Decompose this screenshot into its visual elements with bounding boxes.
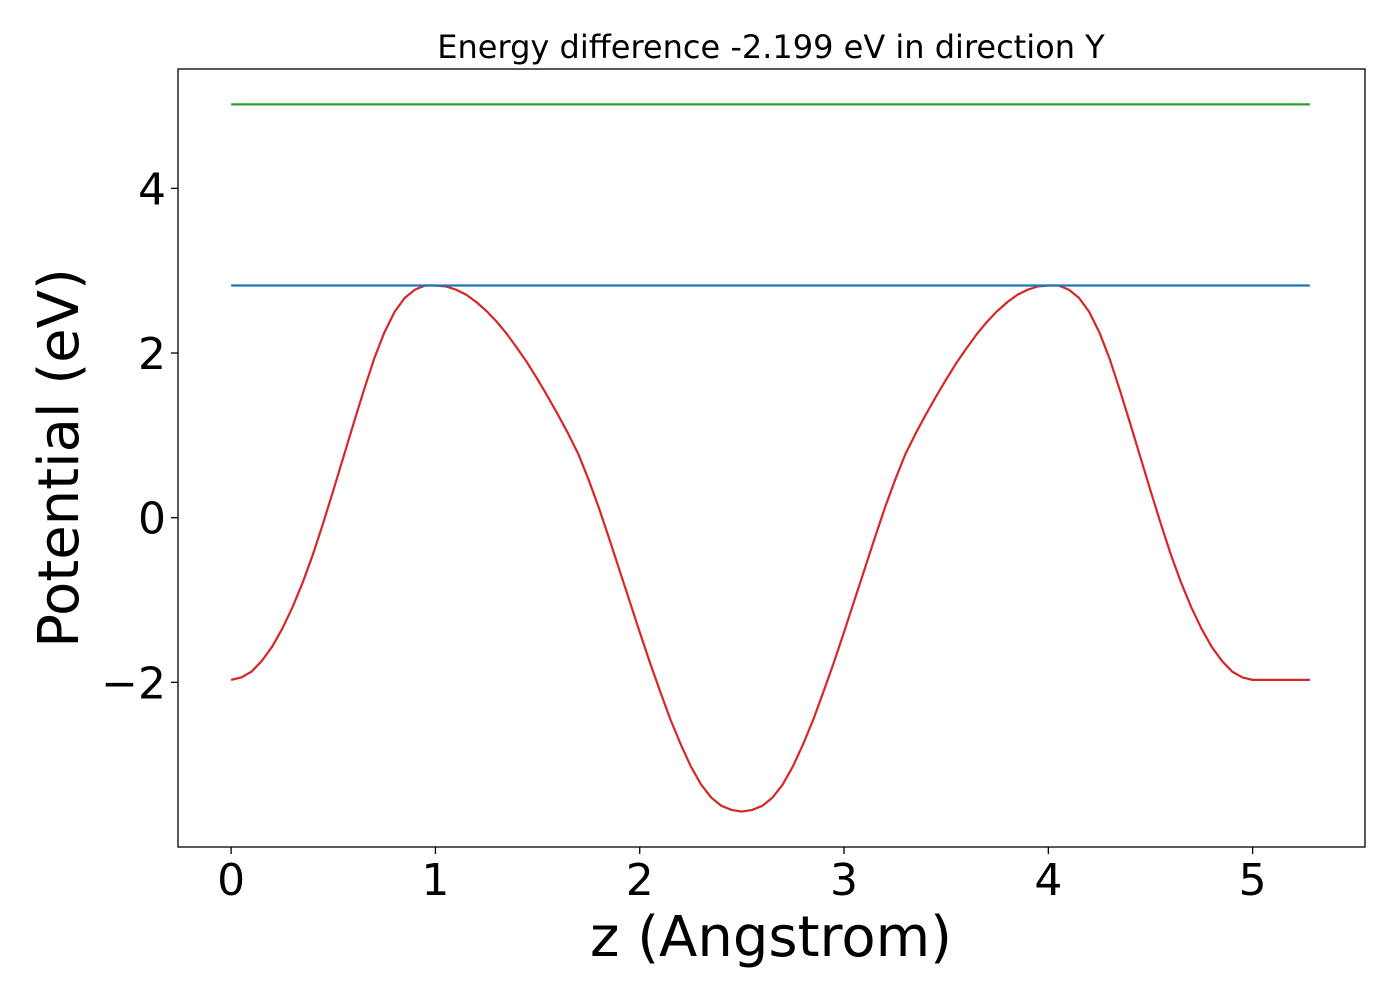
x-tick-label: 2: [626, 855, 654, 906]
x-tick-label: 3: [830, 855, 858, 906]
x-tick-label: 0: [217, 855, 245, 906]
y-tick-label: 2: [138, 329, 166, 380]
y-tick-label: 4: [138, 164, 166, 215]
y-tick-label: 0: [138, 494, 166, 545]
y-tick-label: −2: [101, 658, 166, 709]
series-layer: [230, 103, 1310, 813]
x-tick-label: 4: [1034, 855, 1062, 906]
y-axis-label: Potential (eV): [27, 268, 92, 648]
x-axis-label: z (Angstrom): [590, 905, 952, 970]
x-tick-label: 1: [421, 855, 449, 906]
plot-area-frame: [177, 68, 1366, 848]
series-line-1: [230, 284, 1310, 813]
chart-title: Energy difference -2.199 eV in direction…: [437, 28, 1105, 66]
x-tick-label: 5: [1239, 855, 1267, 906]
ticks-layer: 0 1 2 3 4 5 −2 0 2 4: [101, 164, 1267, 906]
